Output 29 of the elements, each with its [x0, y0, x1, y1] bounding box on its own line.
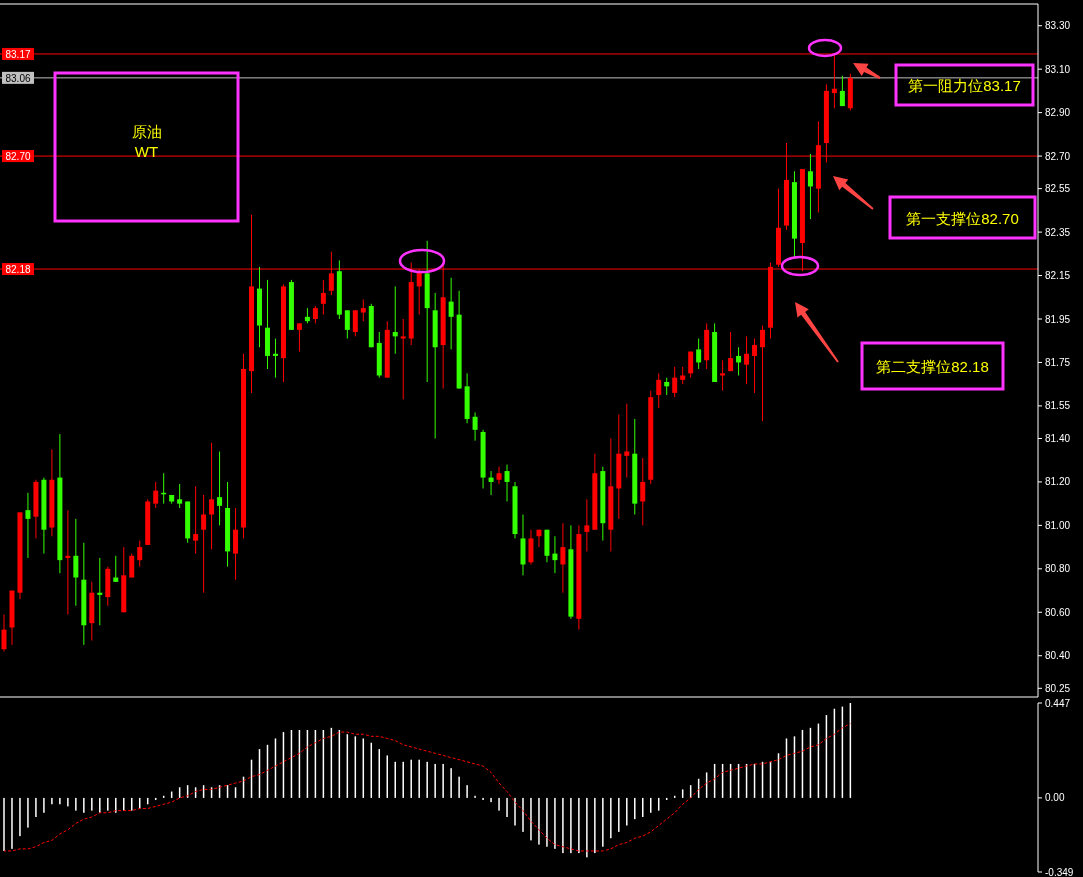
annotation: 第二支撑位82.18 [876, 358, 989, 375]
annotation: 原油 WT [131, 123, 162, 160]
y-tick-label: 81.00 [1045, 519, 1071, 531]
y-tick-label: 80.60 [1045, 606, 1071, 618]
y-tick-label: -0.349 [1045, 866, 1074, 877]
ref-line-label: 82.70 [5, 151, 31, 163]
y-tick-label: 82.55 [1045, 183, 1071, 195]
y-tick-label: 83.30 [1045, 20, 1071, 32]
y-tick-label: 80.25 [1045, 682, 1071, 694]
y-tick-label: 83.10 [1045, 63, 1071, 75]
y-tick-label: 80.40 [1045, 650, 1071, 662]
y-tick-label: 82.15 [1045, 270, 1071, 282]
y-tick-label: 80.80 [1045, 563, 1071, 575]
y-tick-label: 81.55 [1045, 400, 1071, 412]
ref-line-label: 82.18 [5, 264, 31, 276]
y-tick-label: 81.95 [1045, 313, 1071, 325]
y-tick-label: 82.90 [1045, 107, 1071, 119]
y-tick-label: 81.40 [1045, 432, 1071, 444]
y-tick-label: 81.20 [1045, 476, 1071, 488]
y-tick-label: 82.35 [1045, 226, 1071, 238]
y-tick-label: 0.00 [1045, 792, 1065, 804]
ref-line-label: 83.06 [5, 72, 31, 84]
ref-line-label: 83.17 [5, 48, 31, 60]
y-tick-label: 0.447 [1045, 697, 1071, 709]
y-tick-label: 81.75 [1045, 356, 1071, 368]
line-series [3, 723, 851, 852]
y-tick-label: 82.70 [1045, 150, 1071, 162]
annotation: 第一支撑位82.70 [906, 209, 1019, 227]
annotation: 第一阻力位83.17 [908, 77, 1021, 94]
